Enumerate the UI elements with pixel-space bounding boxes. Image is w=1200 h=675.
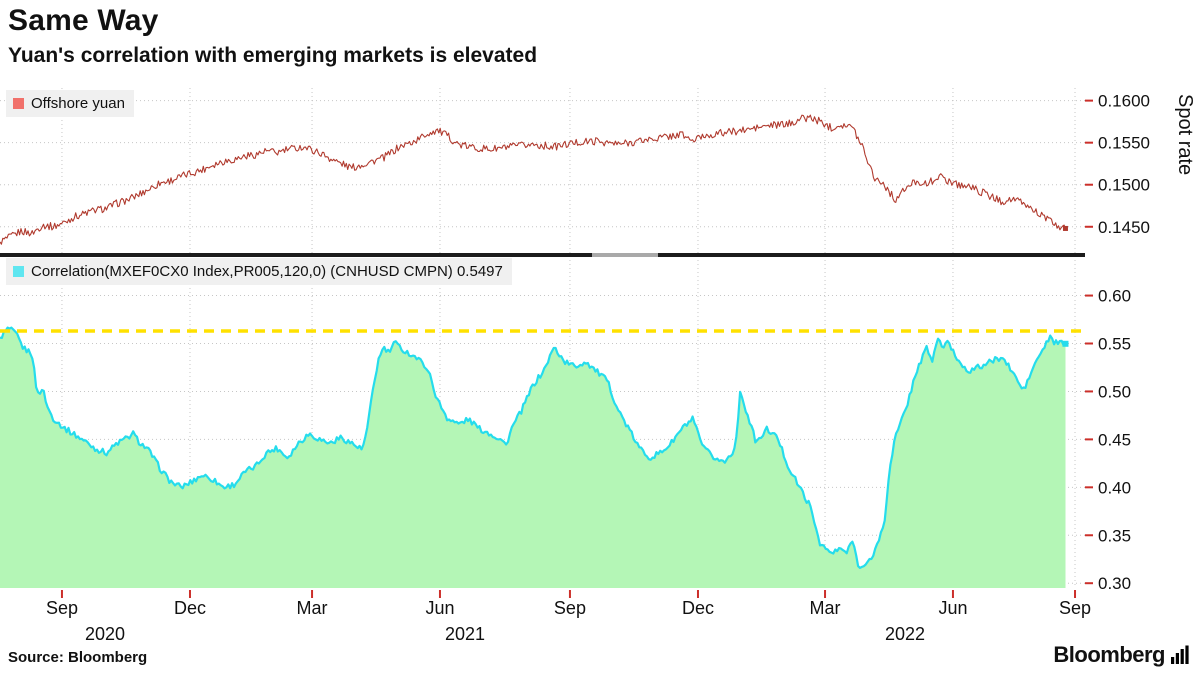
legend-offshore-yuan-label: Offshore yuan (31, 95, 125, 112)
y-tick-label: 0.1450 (1098, 218, 1150, 237)
y-tick-label: 0.55 (1098, 335, 1131, 354)
x-tick-label: Dec (174, 598, 206, 618)
source-text: Source: Bloomberg (8, 649, 148, 666)
legend-swatch-cyan-icon (13, 266, 24, 277)
y-tick-label: 0.1550 (1098, 134, 1150, 153)
legend-offshore-yuan: Offshore yuan (6, 90, 134, 117)
page-subtitle: Yuan's correlation with emerging markets… (8, 44, 538, 67)
x-tick-label: Jun (938, 598, 967, 618)
x-tick-label: Sep (46, 598, 78, 618)
y-tick-label: 0.50 (1098, 382, 1131, 401)
y-tick-label: 0.1600 (1098, 92, 1150, 111)
bloomberg-logo: Bloomberg (1053, 642, 1190, 668)
y-tick-label: 0.1500 (1098, 176, 1150, 195)
spot-rate-axis-label: Spot rate (1174, 94, 1196, 176)
correlation-line (0, 326, 1067, 569)
year-label: 2020 (85, 624, 125, 644)
y-tick-label: 0.40 (1098, 478, 1131, 497)
x-tick-label: Jun (425, 598, 454, 618)
legend-correlation: Correlation(MXEF0CX0 Index,PR005,120,0) … (6, 258, 512, 285)
year-label: 2021 (445, 624, 485, 644)
legend-swatch-red-icon (13, 98, 24, 109)
y-tick-label: 0.45 (1098, 430, 1131, 449)
bloomberg-logo-bars-icon (1171, 645, 1189, 664)
y-tick-label: 0.30 (1098, 574, 1131, 593)
x-tick-label: Mar (810, 598, 841, 618)
y-tick-label: 0.35 (1098, 526, 1131, 545)
x-tick-label: Dec (682, 598, 714, 618)
correlation-last-marker (1062, 340, 1069, 347)
spot-last-marker (1062, 225, 1068, 231)
x-tick-label: Mar (297, 598, 328, 618)
x-tick-label: Sep (554, 598, 586, 618)
y-tick-label: 0.60 (1098, 287, 1131, 306)
spot-line (0, 114, 1067, 245)
panel-divider (0, 253, 1085, 257)
bloomberg-logo-text: Bloomberg (1053, 642, 1165, 667)
panel-resize-handle[interactable] (592, 253, 658, 257)
legend-correlation-label: Correlation(MXEF0CX0 Index,PR005,120,0) … (31, 263, 503, 280)
year-label: 2022 (885, 624, 925, 644)
page-title: Same Way (8, 4, 159, 37)
x-tick-label: Sep (1059, 598, 1091, 618)
